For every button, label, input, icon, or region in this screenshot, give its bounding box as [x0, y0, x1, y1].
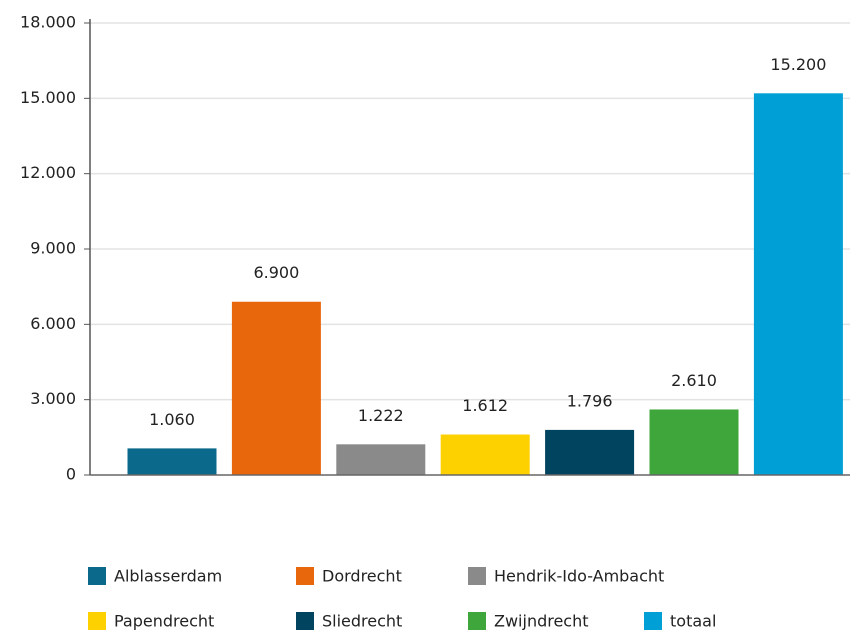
legend-swatch — [468, 567, 486, 585]
legend-label: totaal — [670, 612, 716, 631]
y-tick-label: 6.000 — [30, 314, 76, 333]
y-tick-label: 15.000 — [20, 88, 76, 107]
bar — [753, 93, 843, 476]
data-label: 15.200 — [770, 55, 826, 74]
y-tick-label: 18.000 — [20, 13, 76, 32]
legend-label: Hendrik-Ido-Ambacht — [494, 567, 664, 586]
legend-swatch — [296, 567, 314, 585]
bar — [127, 448, 217, 475]
data-label: 1.060 — [149, 410, 195, 429]
data-label: 1.612 — [462, 396, 508, 415]
bar — [336, 444, 426, 475]
data-label: 6.900 — [253, 263, 299, 282]
legend-label: Zwijndrecht — [494, 612, 589, 631]
bar — [649, 409, 739, 475]
y-tick-label: 12.000 — [20, 163, 76, 182]
legend-label: Dordrecht — [322, 567, 402, 586]
legend-swatch — [468, 612, 486, 630]
bar — [545, 429, 635, 475]
bar — [440, 434, 530, 475]
legend-label: Papendrecht — [114, 612, 214, 631]
data-label: 1.222 — [358, 406, 404, 425]
data-label: 1.796 — [567, 391, 613, 410]
bar — [231, 301, 321, 475]
y-tick-label: 3.000 — [30, 389, 76, 408]
legend-swatch — [296, 612, 314, 630]
y-tick-label: 9.000 — [30, 239, 76, 258]
legend-swatch — [644, 612, 662, 630]
legend-label: Sliedrecht — [322, 612, 402, 631]
legend-swatch — [88, 567, 106, 585]
y-tick-label: 0 — [66, 465, 76, 484]
data-label: 2.610 — [671, 371, 717, 390]
legend-label: Alblasserdam — [114, 567, 222, 586]
legend-swatch — [88, 612, 106, 630]
